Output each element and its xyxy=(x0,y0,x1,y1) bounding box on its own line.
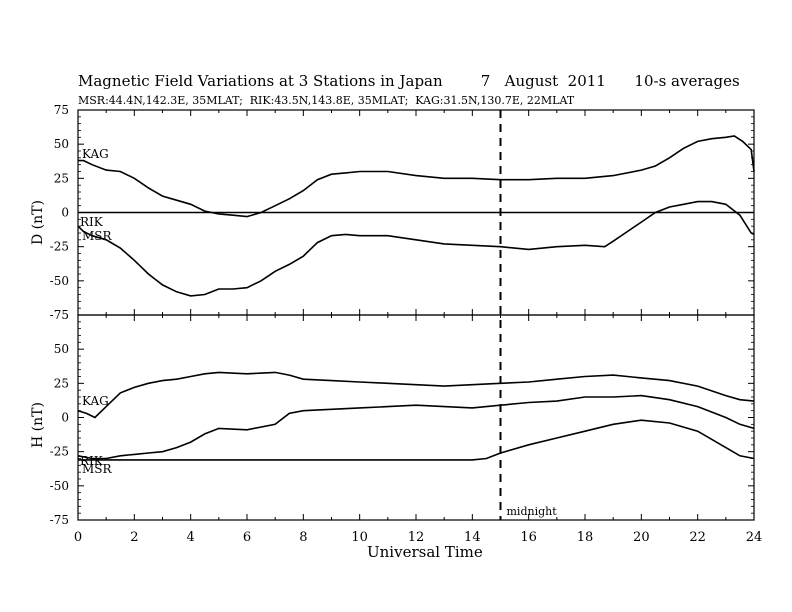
xtick-label: 10 xyxy=(351,530,368,545)
x-axis-label: Universal Time xyxy=(367,543,483,561)
h-ytick-label: 0 xyxy=(61,411,69,425)
d-label-kag: KAG xyxy=(82,147,109,161)
d-ytick-label: 75 xyxy=(54,103,69,117)
xtick-label: 22 xyxy=(689,530,706,545)
d-label-msr: MSR xyxy=(82,229,113,243)
d-ytick-label: -75 xyxy=(50,308,69,322)
d-series-msr xyxy=(77,200,755,297)
h-axis-label: H (nT) xyxy=(30,402,46,448)
h-ytick-label: 25 xyxy=(54,376,69,390)
xtick-label: 20 xyxy=(633,530,650,545)
d-series-kag xyxy=(78,135,755,218)
h-label-kag: KAG xyxy=(82,394,109,408)
chart-title: Magnetic Field Variations at 3 Stations … xyxy=(78,72,740,90)
midnight-label: midnight xyxy=(507,505,558,518)
xtick-label: 12 xyxy=(408,530,425,545)
h-ytick-label: -25 xyxy=(50,445,69,459)
h-series-msr xyxy=(78,419,755,461)
xtick-label: 8 xyxy=(299,530,307,545)
h-panel-frame xyxy=(77,314,755,521)
h-label-rik: RIK xyxy=(80,454,104,468)
xtick-label: 6 xyxy=(243,530,251,545)
xtick-label: 16 xyxy=(520,530,537,545)
d-label-rik: RIK xyxy=(80,215,104,229)
h-ytick-label: -75 xyxy=(50,513,69,527)
station-info: MSR:44.4N,142.3E, 35MLAT; RIK:43.5N,143.… xyxy=(78,94,575,107)
h-series-rik xyxy=(77,394,755,460)
d-ytick-label: -50 xyxy=(50,274,69,288)
h-ytick-label: 50 xyxy=(54,342,69,356)
x-axis: 0 2 4 6 8 10 12 14 16 18 20 22 24 xyxy=(74,530,762,545)
d-ytick-label: 25 xyxy=(54,171,69,185)
xtick-label: 14 xyxy=(464,530,481,545)
h-series-kag xyxy=(77,371,755,419)
d-ytick-label: -25 xyxy=(50,240,69,254)
xtick-label: 0 xyxy=(74,530,82,545)
xtick-label: 4 xyxy=(187,530,195,545)
xtick-label: 2 xyxy=(130,530,138,545)
xtick-label: 24 xyxy=(746,530,763,545)
d-ytick-label: 0 xyxy=(61,206,69,220)
xtick-label: 18 xyxy=(577,530,594,545)
d-axis-label: D (nT) xyxy=(30,200,46,245)
h-ytick-label: -50 xyxy=(50,479,69,493)
h-label-msr: MSR xyxy=(82,462,113,476)
d-ytick-label: 50 xyxy=(54,137,69,151)
